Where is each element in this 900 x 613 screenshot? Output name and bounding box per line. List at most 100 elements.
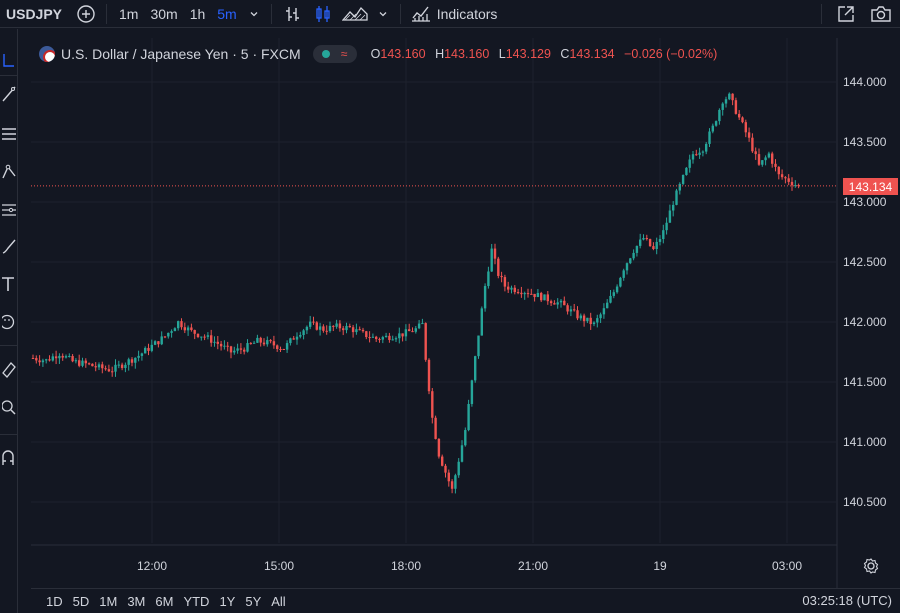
chart-settings-button[interactable] bbox=[862, 557, 880, 575]
candle-body bbox=[398, 333, 401, 339]
candle-body bbox=[526, 293, 530, 295]
candle-body bbox=[632, 252, 635, 259]
candle-body bbox=[219, 343, 223, 347]
area-chart-button[interactable] bbox=[338, 0, 372, 28]
timeframe-5m[interactable]: 5m bbox=[217, 5, 237, 22]
magnet-tool[interactable] bbox=[0, 447, 17, 469]
candle-body bbox=[239, 348, 243, 350]
candle-body bbox=[325, 330, 328, 332]
x-tick-label: 21:00 bbox=[518, 559, 548, 573]
candle-body bbox=[94, 366, 97, 368]
close-key: C bbox=[560, 47, 570, 61]
candle-body bbox=[503, 277, 507, 287]
candle-body bbox=[315, 322, 318, 330]
candle-body bbox=[196, 333, 200, 338]
candle-body bbox=[365, 331, 368, 338]
x-tick-label: 19 bbox=[653, 559, 667, 573]
candle-body bbox=[276, 345, 279, 349]
chart-legend: U.S. Dollar / Japanese Yen · 5 · FXCM ≈ … bbox=[39, 44, 723, 64]
range-5d[interactable]: 5D bbox=[72, 593, 90, 609]
timeframe-30m[interactable]: 30m bbox=[150, 5, 178, 22]
text-tool[interactable] bbox=[0, 273, 17, 295]
candle-body bbox=[460, 445, 464, 462]
candle-body bbox=[186, 327, 190, 331]
candle-body bbox=[734, 100, 738, 114]
candle-body bbox=[312, 321, 315, 323]
candle-body bbox=[213, 341, 216, 343]
candle-body bbox=[173, 328, 177, 332]
candle-body bbox=[662, 230, 665, 240]
add-symbol-button[interactable] bbox=[72, 0, 100, 28]
camera-icon bbox=[871, 6, 891, 22]
range-6m[interactable]: 6M bbox=[155, 593, 174, 609]
market-status-pill[interactable]: ≈ bbox=[312, 45, 357, 63]
candle-body bbox=[470, 380, 474, 404]
zoom-tool[interactable] bbox=[0, 397, 17, 419]
timeframe-1m[interactable]: 1m bbox=[119, 5, 139, 22]
candle-body bbox=[101, 364, 104, 369]
high-value: 143.160 bbox=[444, 47, 490, 61]
range-1d[interactable]: 1D bbox=[46, 593, 63, 609]
candle-body bbox=[487, 271, 490, 287]
chart-type-dropdown[interactable] bbox=[372, 0, 394, 28]
candle-body bbox=[668, 210, 672, 223]
separator bbox=[0, 75, 17, 76]
symbol-search[interactable]: USDJPY bbox=[6, 5, 63, 22]
candle-body bbox=[480, 308, 483, 336]
candle-body bbox=[68, 356, 71, 358]
chart-pane[interactable]: 144.000 143.500 143.000 142.500 142.000 141.5… bbox=[31, 38, 900, 588]
candle-body bbox=[335, 323, 338, 327]
candle-body bbox=[556, 302, 559, 305]
candle-body bbox=[708, 131, 711, 144]
price-chart[interactable]: 144.000 143.500 143.000 142.500 142.000 141.5… bbox=[31, 38, 900, 588]
range-all[interactable]: All bbox=[271, 593, 286, 609]
range-5y[interactable]: 5Y bbox=[245, 593, 262, 609]
candle-body bbox=[31, 358, 35, 359]
candle-body bbox=[477, 335, 480, 357]
candle-body bbox=[117, 364, 120, 366]
candle-body bbox=[45, 359, 48, 361]
candle-body bbox=[780, 174, 784, 178]
x-tick-label: 15:00 bbox=[264, 559, 294, 573]
range-3m[interactable]: 3M bbox=[127, 593, 146, 609]
utc-clock[interactable]: 03:25:18 (UTC) bbox=[802, 593, 892, 608]
candle-body bbox=[127, 359, 130, 365]
timeframe-dropdown[interactable] bbox=[243, 0, 265, 28]
candle-body bbox=[606, 302, 609, 309]
candle-body bbox=[553, 303, 556, 305]
range-1m[interactable]: 1M bbox=[99, 593, 118, 609]
market-open-dot-icon bbox=[322, 50, 331, 58]
crosshair-tool[interactable] bbox=[0, 49, 17, 71]
emoji-tool[interactable] bbox=[0, 311, 17, 333]
timeframe-1h[interactable]: 1h bbox=[189, 5, 206, 22]
candle-body bbox=[516, 292, 520, 294]
candle-body bbox=[269, 340, 272, 342]
x-tick-label: 18:00 bbox=[391, 559, 421, 573]
candle-body bbox=[104, 368, 107, 370]
candle-body bbox=[140, 353, 144, 356]
prediction-tool[interactable] bbox=[0, 199, 17, 221]
candle-body bbox=[639, 239, 642, 246]
range-1y[interactable]: 1Y bbox=[219, 593, 236, 609]
ruler-tool[interactable] bbox=[0, 359, 17, 381]
candles-button[interactable] bbox=[308, 0, 338, 28]
low-value: 143.129 bbox=[505, 47, 551, 61]
brush-tool[interactable] bbox=[0, 235, 17, 257]
snapshot-button[interactable] bbox=[864, 0, 900, 28]
fib-tool[interactable] bbox=[0, 123, 17, 145]
patterns-tool[interactable] bbox=[0, 161, 17, 183]
candle-body bbox=[417, 323, 421, 329]
candle-body bbox=[444, 465, 447, 473]
candle-body bbox=[787, 178, 790, 182]
indicators-button[interactable]: Indicators bbox=[407, 0, 502, 28]
ruler-icon bbox=[1, 362, 16, 378]
candle-body bbox=[454, 475, 457, 489]
trend-line-tool[interactable] bbox=[0, 83, 17, 105]
symbol-title[interactable]: U.S. Dollar / Japanese Yen · 5 · FXCM bbox=[61, 46, 301, 62]
candle-body bbox=[784, 177, 787, 179]
range-ytd[interactable]: YTD bbox=[183, 593, 210, 609]
candle-body bbox=[180, 321, 183, 328]
candle-body bbox=[332, 325, 335, 327]
fullscreen-button[interactable] bbox=[828, 0, 864, 28]
bar-chart-button[interactable] bbox=[278, 0, 308, 28]
